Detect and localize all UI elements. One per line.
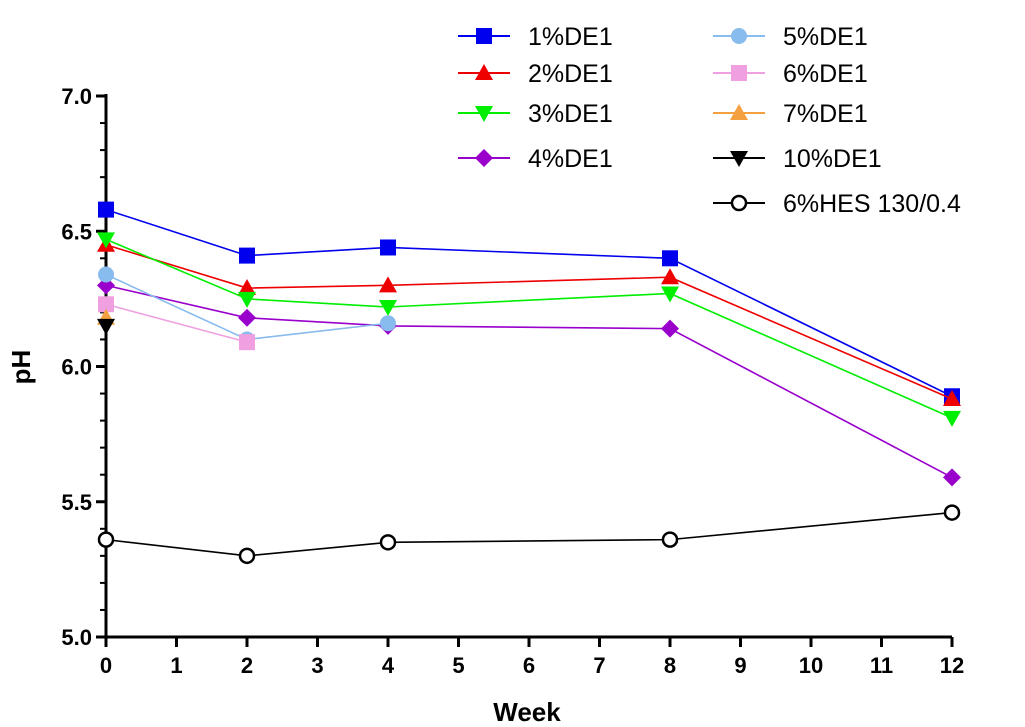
data-point (97, 318, 115, 335)
x-tick-label: 5 (452, 653, 464, 678)
data-point (98, 266, 114, 283)
legend-label: 7%DE1 (783, 100, 868, 128)
data-point (661, 268, 679, 285)
data-point (380, 315, 396, 332)
y-tick-label: 5.0 (61, 625, 92, 650)
x-tick-label: 9 (734, 653, 746, 678)
legend-label: 6%HES 130/0.4 (783, 190, 961, 218)
legend-marker (731, 65, 747, 81)
legend-entry: 1%DE1 (458, 23, 613, 51)
data-point (943, 504, 961, 521)
y-tick-label: 6.5 (61, 219, 92, 244)
series-line (105, 284, 953, 479)
series-layer (97, 201, 961, 565)
legend-marker (475, 106, 493, 122)
data-point (98, 201, 114, 218)
data-point (98, 296, 114, 313)
legend-entry: 3%DE1 (458, 100, 613, 128)
legend-marker (731, 28, 747, 44)
data-point (943, 468, 961, 487)
legend-label: 6%DE1 (783, 60, 868, 88)
legend-entry: 2%DE1 (458, 60, 613, 88)
legend-label: 10%DE1 (783, 145, 882, 173)
axes: 5.05.56.06.57.00 1 2 3 4 5 6 7 8 9 10 11 12 (61, 84, 964, 678)
series-1 (97, 235, 961, 406)
data-point (97, 232, 115, 249)
series-0 (98, 201, 960, 405)
x-tick-label: 4 (382, 653, 395, 678)
legend-marker (475, 149, 493, 167)
series-2 (97, 232, 961, 427)
data-point (379, 276, 397, 293)
series-8 (97, 504, 961, 565)
legend-entry: 4%DE1 (458, 145, 613, 173)
data-point (661, 319, 679, 338)
series-line (105, 208, 953, 397)
x-tick-label: 2 (241, 653, 253, 678)
series-line (105, 511, 953, 557)
data-point (662, 250, 678, 267)
data-point (238, 291, 256, 308)
legend-label: 2%DE1 (528, 60, 613, 88)
legend-marker (730, 104, 748, 120)
legend-label: 4%DE1 (528, 145, 613, 173)
legend-label: 1%DE1 (528, 23, 613, 51)
series-5 (98, 296, 255, 351)
x-tick-label: 12 (940, 653, 964, 678)
data-point (239, 334, 255, 351)
series-3 (97, 276, 961, 487)
data-point (380, 239, 396, 256)
x-tick-label: 10 (799, 653, 823, 678)
data-point (379, 299, 397, 316)
y-tick-label: 6.0 (61, 355, 92, 380)
data-point (379, 534, 397, 551)
y-axis-title: pH (6, 350, 36, 385)
legend-marker (476, 28, 492, 44)
data-point (238, 547, 256, 565)
legend-entry: 6%DE1 (713, 60, 868, 88)
legend-marker (475, 64, 493, 80)
legend: 1%DE1 2%DE1 3%DE1 4%DE1 5%DE1 6%DE1 7%DE1 10%DE… (458, 23, 961, 218)
legend-entry: 7%DE1 (713, 100, 868, 128)
data-point (943, 410, 961, 427)
legend-marker (730, 194, 748, 212)
legend-entry: 5%DE1 (713, 23, 868, 51)
y-tick-label: 5.5 (61, 490, 92, 515)
x-tick-label: 8 (664, 653, 676, 678)
series-7 (97, 318, 115, 335)
legend-marker (730, 151, 748, 167)
series-line (105, 238, 953, 419)
legend-entry: 6%HES 130/0.4 (713, 190, 961, 218)
data-point (97, 531, 115, 548)
x-tick-label: 7 (593, 653, 605, 678)
data-point (238, 279, 256, 296)
legend-entry: 10%DE1 (713, 145, 882, 173)
x-axis-title: Week (493, 697, 561, 727)
series-line (105, 303, 248, 343)
data-point (661, 531, 679, 548)
x-tick-label: 3 (311, 653, 323, 678)
x-tick-label: 1 (170, 653, 182, 678)
x-tick-label: 11 (870, 653, 893, 678)
y-tick-label: 7.0 (61, 84, 92, 109)
series-line (105, 244, 953, 400)
x-tick-label: 0 (100, 653, 112, 678)
legend-label: 5%DE1 (783, 23, 868, 51)
data-point (943, 389, 961, 406)
legend-label: 3%DE1 (528, 100, 613, 128)
data-point (661, 286, 679, 303)
data-point (239, 247, 255, 264)
data-point (238, 308, 256, 327)
x-tick-label: 6 (523, 653, 535, 678)
